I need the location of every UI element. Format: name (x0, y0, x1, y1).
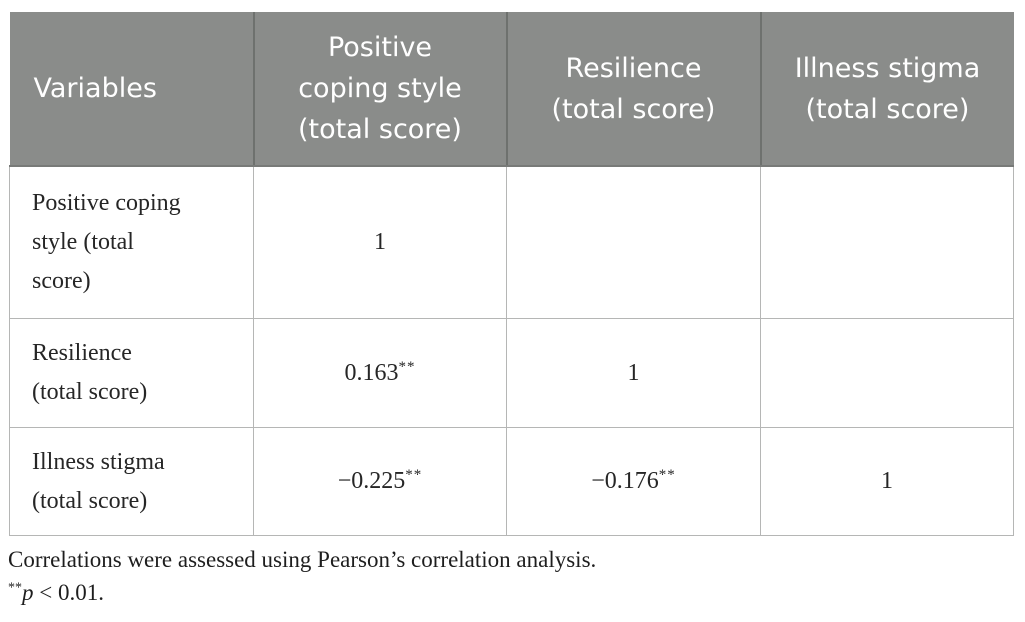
header-cell-line: (total score) (805, 93, 970, 125)
correlation-table: Variables Positive coping style (total scor… (9, 12, 1014, 536)
row-label-illness-stigma: Illness stigma (total score) (9, 427, 254, 536)
significance-marker: ** (405, 467, 423, 483)
correlation-value: 1 (374, 229, 386, 255)
row-label-resilience: Resilience (total score) (9, 318, 254, 428)
row-label-line: Positive coping (32, 190, 181, 216)
value-cell: −0.176** (506, 427, 761, 536)
correlation-value: 0.163 (344, 359, 399, 386)
header-cell-line: Illness stigma (794, 52, 981, 84)
row-label-line: (total score) (32, 379, 148, 405)
row-label-positive-coping: Positive coping style (total score) (9, 165, 254, 319)
header-cell-variables: Variables (9, 12, 254, 167)
correlation-value: 1 (881, 468, 893, 494)
footnote-significance-marker: ** (8, 580, 22, 596)
table-body: Positive coping style (total score) 1 Resili… (9, 165, 1014, 536)
header-cell-illness-stigma: Illness stigma (total score) (759, 12, 1014, 167)
header-cell-line: (total score) (298, 114, 462, 145)
row-label-line: (total score) (32, 487, 148, 514)
footnote-threshold-text: < 0.01. (33, 580, 104, 605)
value-cell: −0.225** (253, 427, 507, 536)
footnote-significance: **p < 0.01. (8, 576, 596, 609)
header-cell-line: Positive (327, 32, 433, 63)
correlation-value: −0.225 (337, 468, 406, 494)
empty-cell (760, 318, 1014, 428)
header-cell-line: coping style (298, 73, 462, 104)
table-row-resilience: Resilience (total score) 0.163** 1 (9, 318, 1014, 428)
table-footnotes: Correlations were assessed using Pearson… (8, 543, 596, 609)
correlation-value: −0.176 (591, 468, 659, 494)
header-cell-positive-coping: Positive coping style (total score) (252, 12, 507, 167)
table-row-positive-coping: Positive coping style (total score) 1 (9, 165, 1014, 319)
empty-cell (506, 165, 761, 319)
value-cell: 1 (253, 165, 507, 319)
header-cell-line: (total score) (551, 93, 716, 125)
value-cell: 1 (506, 318, 761, 428)
significance-marker: ** (398, 358, 416, 375)
header-cell-line: Variables (33, 73, 157, 104)
value-cell: 0.163** (253, 318, 507, 428)
value-cell: 1 (760, 427, 1014, 536)
header-cell-resilience: Resilience (total score) (505, 12, 761, 167)
empty-cell (760, 165, 1014, 319)
header-cell-line: Resilience (565, 52, 702, 84)
table-row-illness-stigma: Illness stigma (total score) −0.225** −0.17… (9, 427, 1014, 536)
significance-marker: ** (658, 467, 676, 483)
row-label-line: style (total (32, 229, 134, 255)
row-label-line: Illness stigma (32, 448, 165, 475)
row-label-line: score) (32, 268, 91, 294)
table-header-row: Variables Positive coping style (total scor… (9, 12, 1014, 167)
correlation-value: 1 (627, 359, 640, 386)
footnote-method: Correlations were assessed using Pearson… (8, 547, 597, 572)
row-label-line: Resilience (32, 340, 132, 366)
footnote-p-symbol: p (22, 580, 34, 605)
